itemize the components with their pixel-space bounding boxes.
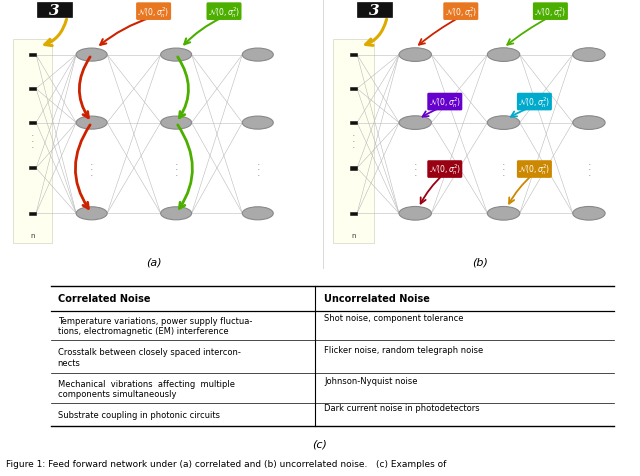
Text: $\mathcal{N}(0, \sigma_n^2)$: $\mathcal{N}(0, \sigma_n^2)$ xyxy=(518,95,550,110)
Text: .
.
.: . . . xyxy=(353,132,355,149)
Bar xyxy=(37,3,72,18)
Text: Shot noise, component tolerance: Shot noise, component tolerance xyxy=(324,314,464,323)
Text: Johnson-Nyquist noise: Johnson-Nyquist noise xyxy=(324,377,418,386)
Text: Temperature variations, power supply fluctua-
tions, electromagnetic (EM) interf: Temperature variations, power supply flu… xyxy=(58,316,252,335)
Circle shape xyxy=(399,207,431,221)
Text: Crosstalk between closely spaced intercon-
nects: Crosstalk between closely spaced interco… xyxy=(58,347,241,367)
Circle shape xyxy=(573,49,605,62)
Bar xyxy=(349,54,357,57)
Bar xyxy=(349,212,357,216)
Bar xyxy=(357,3,392,18)
Circle shape xyxy=(243,117,273,130)
Text: .
.
.: . . . xyxy=(91,160,93,177)
Text: $\mathcal{N}(0, \sigma_n^2)$: $\mathcal{N}(0, \sigma_n^2)$ xyxy=(534,5,566,20)
Text: .
.
.: . . . xyxy=(502,160,504,177)
Circle shape xyxy=(243,208,273,220)
Bar xyxy=(29,167,36,170)
Bar xyxy=(29,88,36,91)
Text: .
.
.: . . . xyxy=(175,160,177,177)
Circle shape xyxy=(488,207,520,221)
Text: .
.
.: . . . xyxy=(257,160,259,177)
Bar xyxy=(13,40,52,243)
Text: (a): (a) xyxy=(146,257,161,267)
Circle shape xyxy=(76,117,107,130)
Text: 3: 3 xyxy=(369,4,380,18)
Text: $\mathcal{N}(0, \sigma_n^2)$: $\mathcal{N}(0, \sigma_n^2)$ xyxy=(445,5,477,20)
Circle shape xyxy=(488,117,520,130)
Text: Figure 1: Feed forward network under (a) correlated and (b) uncorrelated noise. : Figure 1: Feed forward network under (a)… xyxy=(6,459,447,468)
Circle shape xyxy=(161,208,191,220)
Circle shape xyxy=(573,207,605,221)
Text: 3: 3 xyxy=(49,4,60,18)
Circle shape xyxy=(399,117,431,130)
Circle shape xyxy=(243,49,273,62)
Text: .
.
.: . . . xyxy=(588,160,590,177)
Text: $\mathcal{N}(0, \sigma_n^2)$: $\mathcal{N}(0, \sigma_n^2)$ xyxy=(518,162,550,177)
Bar xyxy=(29,54,36,57)
Text: Uncorrelated Noise: Uncorrelated Noise xyxy=(324,293,430,303)
Bar xyxy=(29,212,36,215)
Circle shape xyxy=(488,49,520,62)
Text: n: n xyxy=(30,233,35,239)
Circle shape xyxy=(161,49,191,62)
Circle shape xyxy=(573,117,605,130)
Bar xyxy=(29,122,36,125)
Text: (c): (c) xyxy=(312,438,328,448)
Text: $\mathcal{N}(0, \sigma_n^2)$: $\mathcal{N}(0, \sigma_n^2)$ xyxy=(138,5,170,20)
Text: Dark current noise in photodetectors: Dark current noise in photodetectors xyxy=(324,403,480,412)
Text: Correlated Noise: Correlated Noise xyxy=(58,293,150,303)
Text: Flicker noise, random telegraph noise: Flicker noise, random telegraph noise xyxy=(324,345,484,354)
Bar xyxy=(349,88,357,91)
Circle shape xyxy=(399,49,431,62)
Bar xyxy=(349,122,357,125)
Text: .
.
.: . . . xyxy=(414,160,416,177)
Text: Mechanical  vibrations  affecting  multiple
components simultaneously: Mechanical vibrations affecting multiple… xyxy=(58,379,235,398)
Bar xyxy=(333,40,374,243)
Text: $\mathcal{N}(0, \sigma_n^2)$: $\mathcal{N}(0, \sigma_n^2)$ xyxy=(429,162,461,177)
Text: n: n xyxy=(351,233,356,239)
Circle shape xyxy=(161,117,191,130)
Text: Substrate coupling in photonic circuits: Substrate coupling in photonic circuits xyxy=(58,410,220,419)
Text: .
.
.: . . . xyxy=(31,132,33,149)
Circle shape xyxy=(76,49,107,62)
Text: $\mathcal{N}(0, \sigma_n^2)$: $\mathcal{N}(0, \sigma_n^2)$ xyxy=(208,5,240,20)
Text: (b): (b) xyxy=(472,257,488,267)
Bar xyxy=(349,167,357,170)
Circle shape xyxy=(76,208,107,220)
Text: $\mathcal{N}(0, \sigma_n^2)$: $\mathcal{N}(0, \sigma_n^2)$ xyxy=(429,95,461,110)
